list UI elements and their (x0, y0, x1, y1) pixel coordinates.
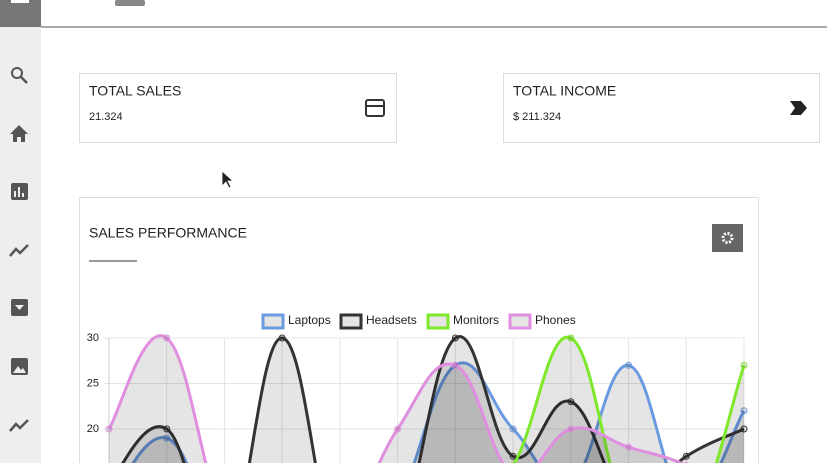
image-icon[interactable] (11, 358, 28, 375)
trend-icon[interactable] (9, 244, 29, 257)
card-title: TOTAL INCOME (513, 83, 616, 99)
arrow-icon (790, 101, 807, 115)
cursor (221, 170, 235, 189)
data-point (740, 407, 748, 415)
y-tick-label: 25 (87, 377, 99, 389)
top-button[interactable] (115, 0, 145, 6)
legend-label: Monitors (453, 313, 499, 327)
legend-swatch (339, 313, 363, 330)
settings-button[interactable] (712, 224, 743, 252)
data-point (451, 334, 459, 342)
data-point (625, 443, 633, 451)
data-point (509, 452, 517, 460)
home-icon[interactable] (10, 125, 28, 142)
data-point (740, 361, 748, 369)
legend-swatch (508, 313, 532, 330)
store-icon (365, 99, 385, 117)
legend-swatch (426, 313, 450, 330)
y-tick-label: 20 (87, 423, 99, 435)
series-area (133, 362, 744, 463)
card (503, 73, 820, 143)
y-tick-label: 30 (87, 332, 99, 344)
trend-icon[interactable] (9, 419, 29, 432)
chart-title: SALES PERFORMANCE (89, 225, 247, 241)
data-point (394, 425, 402, 433)
data-point (105, 425, 113, 433)
legend-label: Laptops (288, 313, 331, 327)
data-point (740, 425, 748, 433)
data-point (163, 434, 171, 442)
chart-icon[interactable] (11, 183, 28, 200)
data-point (567, 425, 575, 433)
data-point (163, 425, 171, 433)
data-point (567, 398, 575, 406)
card-value: 21.324 (89, 111, 123, 123)
data-point (567, 334, 575, 342)
gear-icon (721, 232, 734, 244)
legend-label: Phones (535, 313, 576, 327)
legend-swatch (261, 313, 285, 330)
card-title: TOTAL SALES (89, 83, 181, 99)
data-point (163, 334, 171, 342)
data-point (682, 452, 690, 460)
legend-label: Headsets (366, 313, 417, 327)
series-line (107, 334, 685, 463)
card-value: $ 211.324 (513, 111, 561, 123)
download-icon[interactable] (11, 299, 28, 316)
chart-panel (79, 197, 759, 463)
data-point (451, 361, 459, 369)
series-area (109, 335, 681, 463)
data-point (509, 425, 517, 433)
menu-icon (11, 0, 29, 3)
series-line (131, 361, 746, 463)
card (79, 73, 397, 143)
data-point (625, 361, 633, 369)
menu-button[interactable] (0, 0, 41, 27)
data-point (278, 334, 286, 342)
search-icon[interactable] (11, 67, 28, 84)
sidebar-icons (9, 67, 29, 432)
